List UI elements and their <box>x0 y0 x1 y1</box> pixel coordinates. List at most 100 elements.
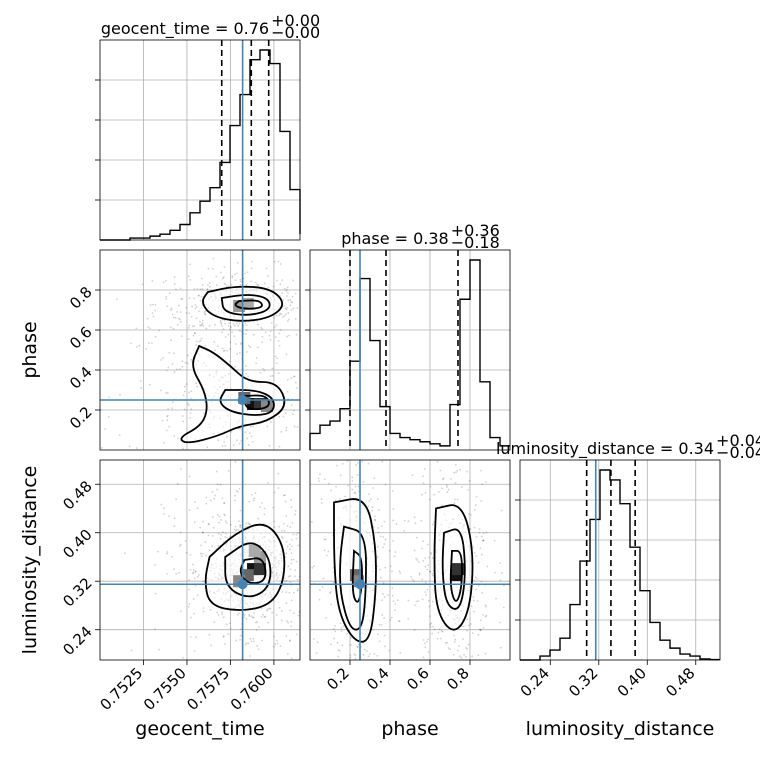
sample-point <box>297 544 300 547</box>
sample-point <box>367 655 370 658</box>
sample-point <box>454 463 457 466</box>
sample-point <box>267 482 270 484</box>
sample-point <box>238 612 240 615</box>
sample-point <box>426 568 429 571</box>
sample-point <box>398 570 401 573</box>
sample-point <box>188 588 190 591</box>
sample-point <box>273 635 275 638</box>
sample-point <box>195 382 197 385</box>
sample-point <box>347 484 349 487</box>
sample-point <box>180 297 183 300</box>
sample-point <box>373 477 376 480</box>
sample-point <box>216 611 219 614</box>
sample-point <box>286 335 289 338</box>
sample-point <box>179 311 182 314</box>
sample-point <box>138 344 141 347</box>
sample-point <box>267 621 270 624</box>
sample-point <box>193 577 196 580</box>
sample-point <box>350 636 352 639</box>
sample-point <box>182 656 184 659</box>
sample-point <box>191 305 194 308</box>
sample-point <box>252 616 254 619</box>
sample-point <box>278 525 281 528</box>
sample-point <box>447 647 450 649</box>
sample-point <box>245 617 248 620</box>
sample-point <box>423 642 426 645</box>
sample-point <box>424 492 427 494</box>
sample-point <box>473 552 476 554</box>
sample-point <box>255 362 258 365</box>
sample-point <box>334 499 337 502</box>
sample-point <box>230 430 233 433</box>
sample-point <box>292 533 295 536</box>
sample-point <box>260 607 263 610</box>
sample-point <box>221 331 223 334</box>
sample-point <box>454 482 457 485</box>
sample-point <box>384 645 386 648</box>
sample-point <box>295 533 298 536</box>
sample-point <box>135 327 138 330</box>
sample-point <box>454 498 456 501</box>
sample-point <box>167 366 170 369</box>
sample-point <box>231 331 233 334</box>
sample-point <box>286 295 288 297</box>
x-tick-label: 0.7575 <box>183 664 233 714</box>
sample-point <box>289 299 292 301</box>
sample-point <box>371 506 374 509</box>
sample-point <box>221 277 224 280</box>
sample-point <box>485 614 488 617</box>
sample-point <box>272 285 275 288</box>
sample-point <box>173 435 176 437</box>
sample-point <box>384 566 387 569</box>
sample-point <box>199 288 202 290</box>
sample-point <box>135 447 138 449</box>
sample-point <box>234 365 237 368</box>
sample-point <box>194 570 197 573</box>
sample-point <box>213 341 216 343</box>
sample-point <box>171 401 174 403</box>
sample-point <box>292 307 295 310</box>
sample-point <box>192 598 195 600</box>
sample-point <box>200 337 203 340</box>
sample-point <box>249 346 252 349</box>
sample-point <box>382 582 385 584</box>
histogram-phase <box>309 259 510 450</box>
sample-point <box>441 504 443 507</box>
sample-point <box>236 353 239 355</box>
sample-point <box>214 494 217 497</box>
sample-point <box>252 616 255 619</box>
sample-point <box>233 335 236 338</box>
sample-point <box>480 580 483 583</box>
sample-point <box>338 649 341 652</box>
sample-point <box>472 595 475 598</box>
sample-point <box>339 622 342 625</box>
sample-point <box>278 314 281 317</box>
sample-point <box>424 581 427 584</box>
sample-point <box>202 607 205 609</box>
sample-point <box>374 519 376 521</box>
sample-point <box>362 480 365 483</box>
sample-point <box>202 520 205 523</box>
sample-point <box>446 491 449 493</box>
sample-point <box>392 540 394 542</box>
sample-point <box>206 288 209 291</box>
sample-point <box>205 496 208 499</box>
sample-point <box>333 637 335 640</box>
sample-point <box>221 497 224 500</box>
sample-point <box>415 557 418 560</box>
sample-point <box>227 469 230 472</box>
sample-point <box>486 565 489 568</box>
sample-point <box>357 485 360 488</box>
sample-point <box>217 439 220 442</box>
sample-point <box>484 652 487 655</box>
sample-point <box>313 565 315 568</box>
sample-point <box>244 526 247 528</box>
sample-point <box>248 523 251 526</box>
sample-point <box>288 334 291 337</box>
x-axis-label-luminosity_distance: luminosity_distance <box>526 718 715 740</box>
sample-point <box>388 549 391 552</box>
sample-point <box>324 538 327 541</box>
sample-point <box>190 315 193 318</box>
sample-point <box>341 644 344 647</box>
sample-point <box>201 531 204 534</box>
